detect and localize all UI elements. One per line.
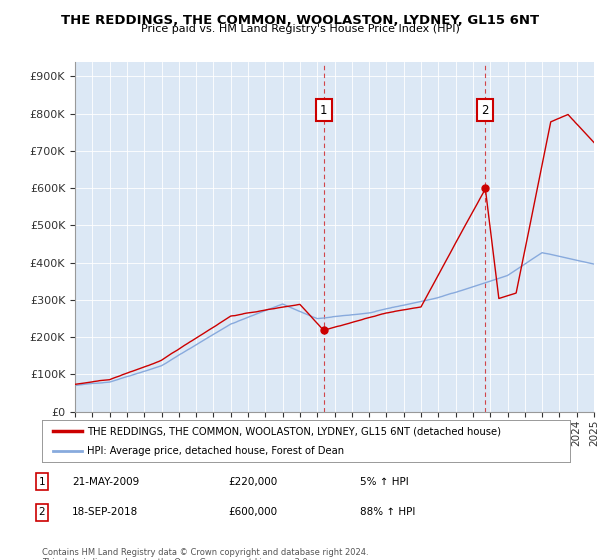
Text: 2: 2 [482, 104, 489, 116]
Text: 1: 1 [320, 104, 328, 116]
Text: THE REDDINGS, THE COMMON, WOOLASTON, LYDNEY, GL15 6NT: THE REDDINGS, THE COMMON, WOOLASTON, LYD… [61, 14, 539, 27]
Text: 2: 2 [38, 507, 46, 517]
Text: Contains HM Land Registry data © Crown copyright and database right 2024.
This d: Contains HM Land Registry data © Crown c… [42, 548, 368, 560]
Text: 5% ↑ HPI: 5% ↑ HPI [360, 477, 409, 487]
Text: Price paid vs. HM Land Registry's House Price Index (HPI): Price paid vs. HM Land Registry's House … [140, 24, 460, 34]
Text: HPI: Average price, detached house, Forest of Dean: HPI: Average price, detached house, Fore… [87, 446, 344, 456]
Text: 18-SEP-2018: 18-SEP-2018 [72, 507, 138, 517]
Text: THE REDDINGS, THE COMMON, WOOLASTON, LYDNEY, GL15 6NT (detached house): THE REDDINGS, THE COMMON, WOOLASTON, LYD… [87, 426, 501, 436]
Text: £600,000: £600,000 [228, 507, 277, 517]
Text: £220,000: £220,000 [228, 477, 277, 487]
Text: 88% ↑ HPI: 88% ↑ HPI [360, 507, 415, 517]
Text: 1: 1 [38, 477, 46, 487]
Text: 21-MAY-2009: 21-MAY-2009 [72, 477, 139, 487]
